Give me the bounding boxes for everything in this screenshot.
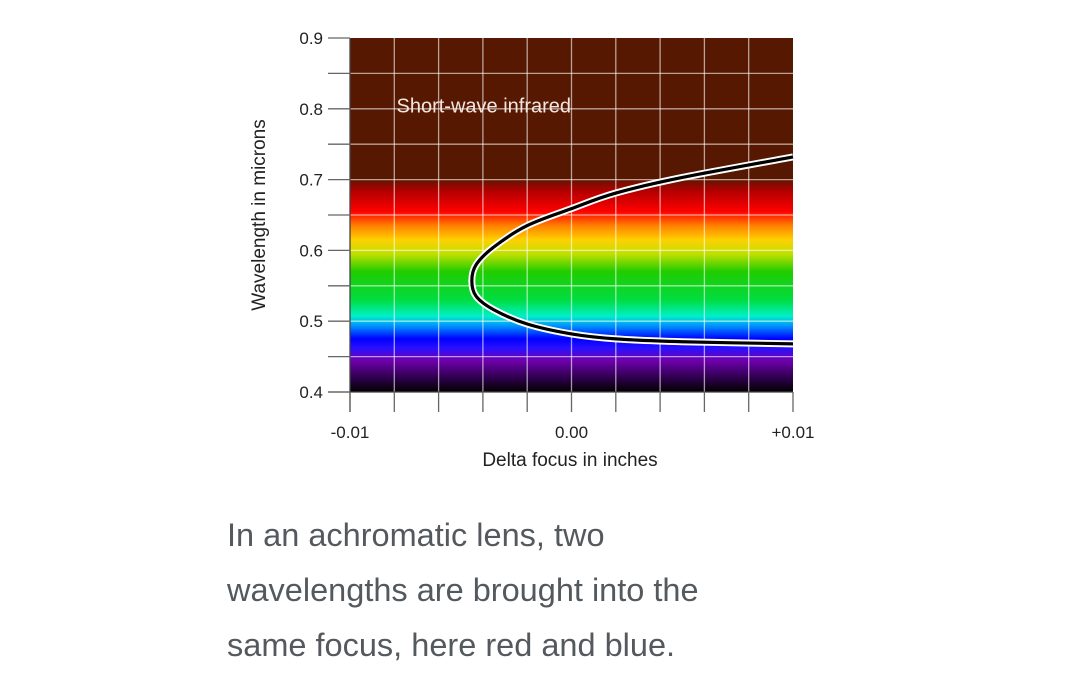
caption-line: wavelengths are brought into the	[227, 572, 699, 608]
y-tick-label: 0.5	[299, 312, 323, 331]
caption-line: In an achromatic lens, two	[227, 517, 605, 553]
annotation-short-wave-infrared: Short-wave infrared	[397, 95, 572, 117]
image-caption: In an achromatic lens, two wavelengths a…	[227, 508, 827, 673]
y-tick-label: 0.9	[299, 29, 323, 48]
grid	[350, 38, 793, 392]
caption-line: same focus, here red and blue.	[227, 627, 676, 663]
y-tick-label: 0.4	[299, 383, 323, 402]
focus-curve	[470, 155, 794, 346]
x-axis-label: Delta focus in inches	[482, 450, 657, 471]
y-axis-label: Wavelength in microns	[249, 119, 270, 310]
chromatic-focus-chart: Short-wave infrared -0.01 0.00 +0.01 0.4 0.5…	[249, 29, 815, 471]
y-tick-label: 0.8	[299, 100, 323, 119]
y-tick-label: 0.7	[299, 171, 323, 190]
x-tick-label: +0.01	[771, 423, 814, 442]
x-tick-label: -0.01	[331, 423, 370, 442]
y-tick-label: 0.6	[299, 241, 323, 260]
axes	[328, 37, 794, 412]
x-tick-label: 0.00	[555, 423, 588, 442]
